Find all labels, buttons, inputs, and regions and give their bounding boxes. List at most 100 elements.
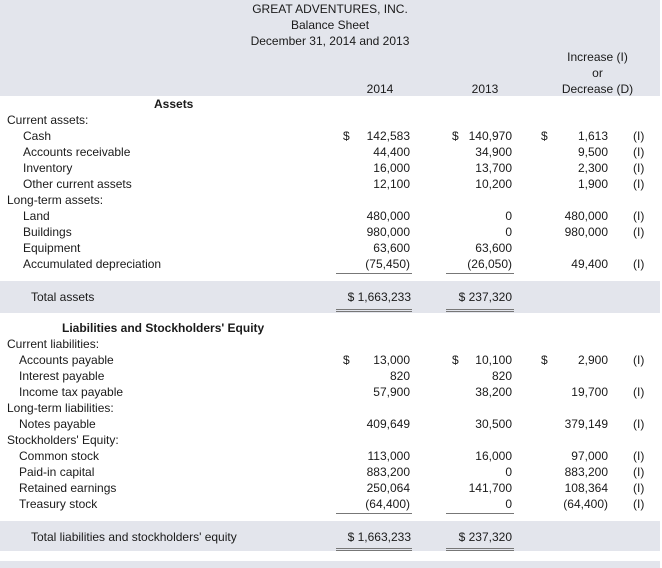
value-2013: 0 <box>505 465 512 479</box>
column-header-2013: 2013 <box>471 82 499 96</box>
currency-symbol-change: $ <box>541 353 548 367</box>
statement-title: Balance Sheet <box>290 18 370 32</box>
subtotal-rule-2013 <box>446 513 514 514</box>
value-2013: 63,600 <box>475 241 512 255</box>
value-2014: 409,649 <box>366 417 410 431</box>
row-label: Income tax payable <box>19 385 124 399</box>
row-label: Accumulated depreciation <box>23 257 162 271</box>
change-flag: (I) <box>633 385 645 399</box>
row-label: Interest payable <box>19 369 105 383</box>
value-2014: 12,100 <box>373 177 410 191</box>
current-liabilities-heading: Current liabilities: <box>7 337 100 351</box>
value-change: 1,900 <box>577 177 608 191</box>
total-liabilities-2013-rule2 <box>446 550 514 551</box>
change-flag: (I) <box>633 209 645 223</box>
total-assets-label: Total assets <box>31 290 95 304</box>
subtotal-rule-2013 <box>446 273 514 274</box>
longterm-liabilities-heading: Long-term liabilities: <box>7 401 114 415</box>
row-label: Notes payable <box>19 417 96 431</box>
currency-symbol-2014: $ <box>343 129 350 143</box>
stockholders-equity-heading: Stockholders' Equity: <box>7 433 119 447</box>
value-2013: 0 <box>505 225 512 239</box>
change-flag: (I) <box>633 353 645 367</box>
longterm-assets-heading: Long-term assets: <box>7 193 104 207</box>
value-2014: 44,400 <box>373 145 410 159</box>
value-2014: 142,583 <box>366 129 410 143</box>
assets-title: Assets <box>154 97 194 111</box>
column-header-change-line2: or <box>592 66 603 80</box>
total-assets-band <box>0 281 660 313</box>
header-band <box>0 0 660 96</box>
value-2013: 30,500 <box>475 417 512 431</box>
value-2013: 0 <box>505 209 512 223</box>
value-2014: 883,200 <box>366 465 410 479</box>
total-assets-2014-rule2 <box>336 311 412 312</box>
total-assets-2013-rule2 <box>446 311 514 312</box>
row-label: Treasury stock <box>19 497 98 511</box>
value-change: 49,400 <box>571 257 608 271</box>
current-assets-heading: Current assets: <box>7 113 89 127</box>
row-label: Equipment <box>23 241 81 255</box>
value-2014: 57,900 <box>373 385 410 399</box>
value-change: 980,000 <box>564 225 608 239</box>
value-change: 2,900 <box>577 353 608 367</box>
statement-dates: December 31, 2014 and 2013 <box>250 34 410 48</box>
change-flag: (I) <box>633 449 645 463</box>
value-2013: 10,100 <box>475 353 512 367</box>
value-2013: 13,700 <box>475 161 512 175</box>
total-assets-2013: $ 237,320 <box>458 290 512 304</box>
value-change: 19,700 <box>571 385 608 399</box>
value-2014: 480,000 <box>366 209 410 223</box>
total-assets-2013-rule <box>446 309 514 310</box>
row-label: Retained earnings <box>19 481 117 495</box>
change-flag: (I) <box>633 417 645 431</box>
total-liabilities-2014-rule <box>336 548 412 549</box>
change-flag: (I) <box>633 161 645 175</box>
value-change: 883,200 <box>564 465 608 479</box>
total-liabilities-2013: $ 237,320 <box>458 530 512 544</box>
total-liabilities-2014-rule2 <box>336 550 412 551</box>
value-change: 97,000 <box>571 449 608 463</box>
row-label: Common stock <box>19 449 100 463</box>
value-change: 108,364 <box>564 481 608 495</box>
value-change: 379,149 <box>564 417 608 431</box>
total-liabilities-2014: $ 1,663,233 <box>347 530 411 544</box>
value-2013: 141,700 <box>468 481 512 495</box>
row-label: Accounts payable <box>19 353 114 367</box>
subtotal-rule-2014 <box>336 273 412 274</box>
value-2013: 38,200 <box>475 385 512 399</box>
currency-symbol-2013: $ <box>452 129 459 143</box>
value-2014: (75,450) <box>365 257 410 271</box>
value-2013: 34,900 <box>475 145 512 159</box>
value-2014: 250,064 <box>366 481 410 495</box>
value-2013: 140,970 <box>468 129 512 143</box>
value-2013: 10,200 <box>475 177 512 191</box>
row-label: Accounts receivable <box>23 145 131 159</box>
value-change: 9,500 <box>577 145 608 159</box>
row-label: Cash <box>23 129 52 143</box>
value-2013: 820 <box>491 369 512 383</box>
total-liabilities-band <box>0 521 660 551</box>
value-2014: 63,600 <box>373 241 410 255</box>
value-2014: (64,400) <box>365 497 410 511</box>
change-flag: (I) <box>633 497 645 511</box>
column-header-2014: 2014 <box>366 82 394 96</box>
total-assets-2014: $ 1,663,233 <box>347 290 411 304</box>
row-label: Inventory <box>23 161 73 175</box>
value-change: (64,400) <box>563 497 608 511</box>
value-change: 1,613 <box>577 129 608 143</box>
value-change: 480,000 <box>564 209 608 223</box>
change-flag: (I) <box>633 177 645 191</box>
total-liabilities-2013-rule <box>446 548 514 549</box>
value-2014: 16,000 <box>373 161 410 175</box>
value-2014: 820 <box>389 369 410 383</box>
value-change: 2,300 <box>577 161 608 175</box>
column-header-change-line1: Increase (I) <box>567 50 628 64</box>
value-2014: 13,000 <box>373 353 410 367</box>
value-2014: 113,000 <box>367 449 411 463</box>
liabilities-equity-title: Liabilities and Stockholders' Equity <box>62 321 265 335</box>
company-name: GREAT ADVENTURES, INC. <box>252 2 408 16</box>
row-label: Other current assets <box>23 177 132 191</box>
currency-symbol-change: $ <box>541 129 548 143</box>
change-flag: (I) <box>633 145 645 159</box>
